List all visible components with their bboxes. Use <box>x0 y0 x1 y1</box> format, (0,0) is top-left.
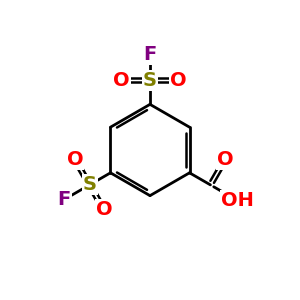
Text: S: S <box>82 176 97 194</box>
Text: O: O <box>170 71 187 90</box>
Text: O: O <box>96 200 112 219</box>
Text: O: O <box>67 150 83 170</box>
Text: OH: OH <box>221 191 254 210</box>
Text: O: O <box>217 150 233 170</box>
Text: O: O <box>113 71 130 90</box>
Text: S: S <box>143 71 157 90</box>
Text: F: F <box>143 45 157 64</box>
Text: F: F <box>57 190 71 209</box>
